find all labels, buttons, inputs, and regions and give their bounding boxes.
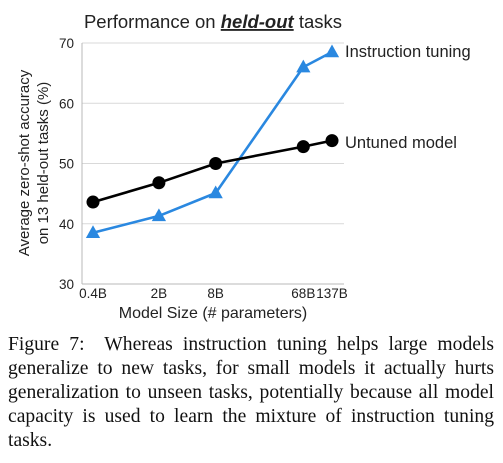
data-point-instruction-tuning-8B xyxy=(208,185,223,199)
x-tick-8B: 8B xyxy=(207,286,224,301)
chart-title-emphasis: held-out xyxy=(221,11,295,32)
y-tick-70: 70 xyxy=(59,36,74,51)
data-point-instruction-tuning-0.4B xyxy=(85,225,101,239)
x-tick-labels: 0.4B 2B 8B 68B 137B xyxy=(79,286,348,301)
data-point-untuned-model-137B xyxy=(325,134,339,148)
data-point-untuned-model-68B xyxy=(296,140,310,154)
gridlines xyxy=(82,42,344,225)
figure-caption: Figure 7: Whereas instruction tuning hel… xyxy=(8,333,494,453)
caption-label: Figure 7: xyxy=(8,334,85,355)
y-tick-labels: 30 40 50 60 70 xyxy=(59,36,74,292)
y-tick-40: 40 xyxy=(59,217,74,232)
x-tick-0.4B: 0.4B xyxy=(79,286,107,301)
x-axis-label: Model Size (# parameters) xyxy=(119,305,308,322)
data-point-instruction-tuning-137B xyxy=(324,44,340,58)
x-tick-137B: 137B xyxy=(316,286,348,301)
y-tick-60: 60 xyxy=(59,96,74,111)
data-point-untuned-model-2B xyxy=(152,176,166,190)
caption-text: Whereas instruction tuning helps large m… xyxy=(8,334,495,451)
x-tick-2B: 2B xyxy=(151,286,168,301)
series-line-instruction-tuning xyxy=(92,50,333,235)
data-point-untuned-model-0.4B xyxy=(86,195,100,209)
data-point-untuned-model-8B xyxy=(209,157,223,170)
y-tick-50: 50 xyxy=(59,157,74,172)
chart-title: Performance on held-out tasks xyxy=(84,11,342,32)
y-tick-30: 30 xyxy=(59,277,74,292)
performance-chart: Performance on held-out tasks 30 40 50 60 70… xyxy=(16,11,471,322)
data-point-instruction-tuning-2B xyxy=(151,208,167,222)
series-label-instruction-tuning: Instruction tuning xyxy=(345,43,471,61)
y-axis-label-line1: Average zero-shot accuracy xyxy=(16,69,33,256)
y-axis-label-line2: on 13 held-out tasks (%) xyxy=(35,82,52,245)
data-point-instruction-tuning-68B xyxy=(296,59,311,73)
series-label-untuned-model: Untuned model xyxy=(345,134,457,152)
x-tick-68B: 68B xyxy=(291,286,315,301)
series xyxy=(85,44,340,239)
